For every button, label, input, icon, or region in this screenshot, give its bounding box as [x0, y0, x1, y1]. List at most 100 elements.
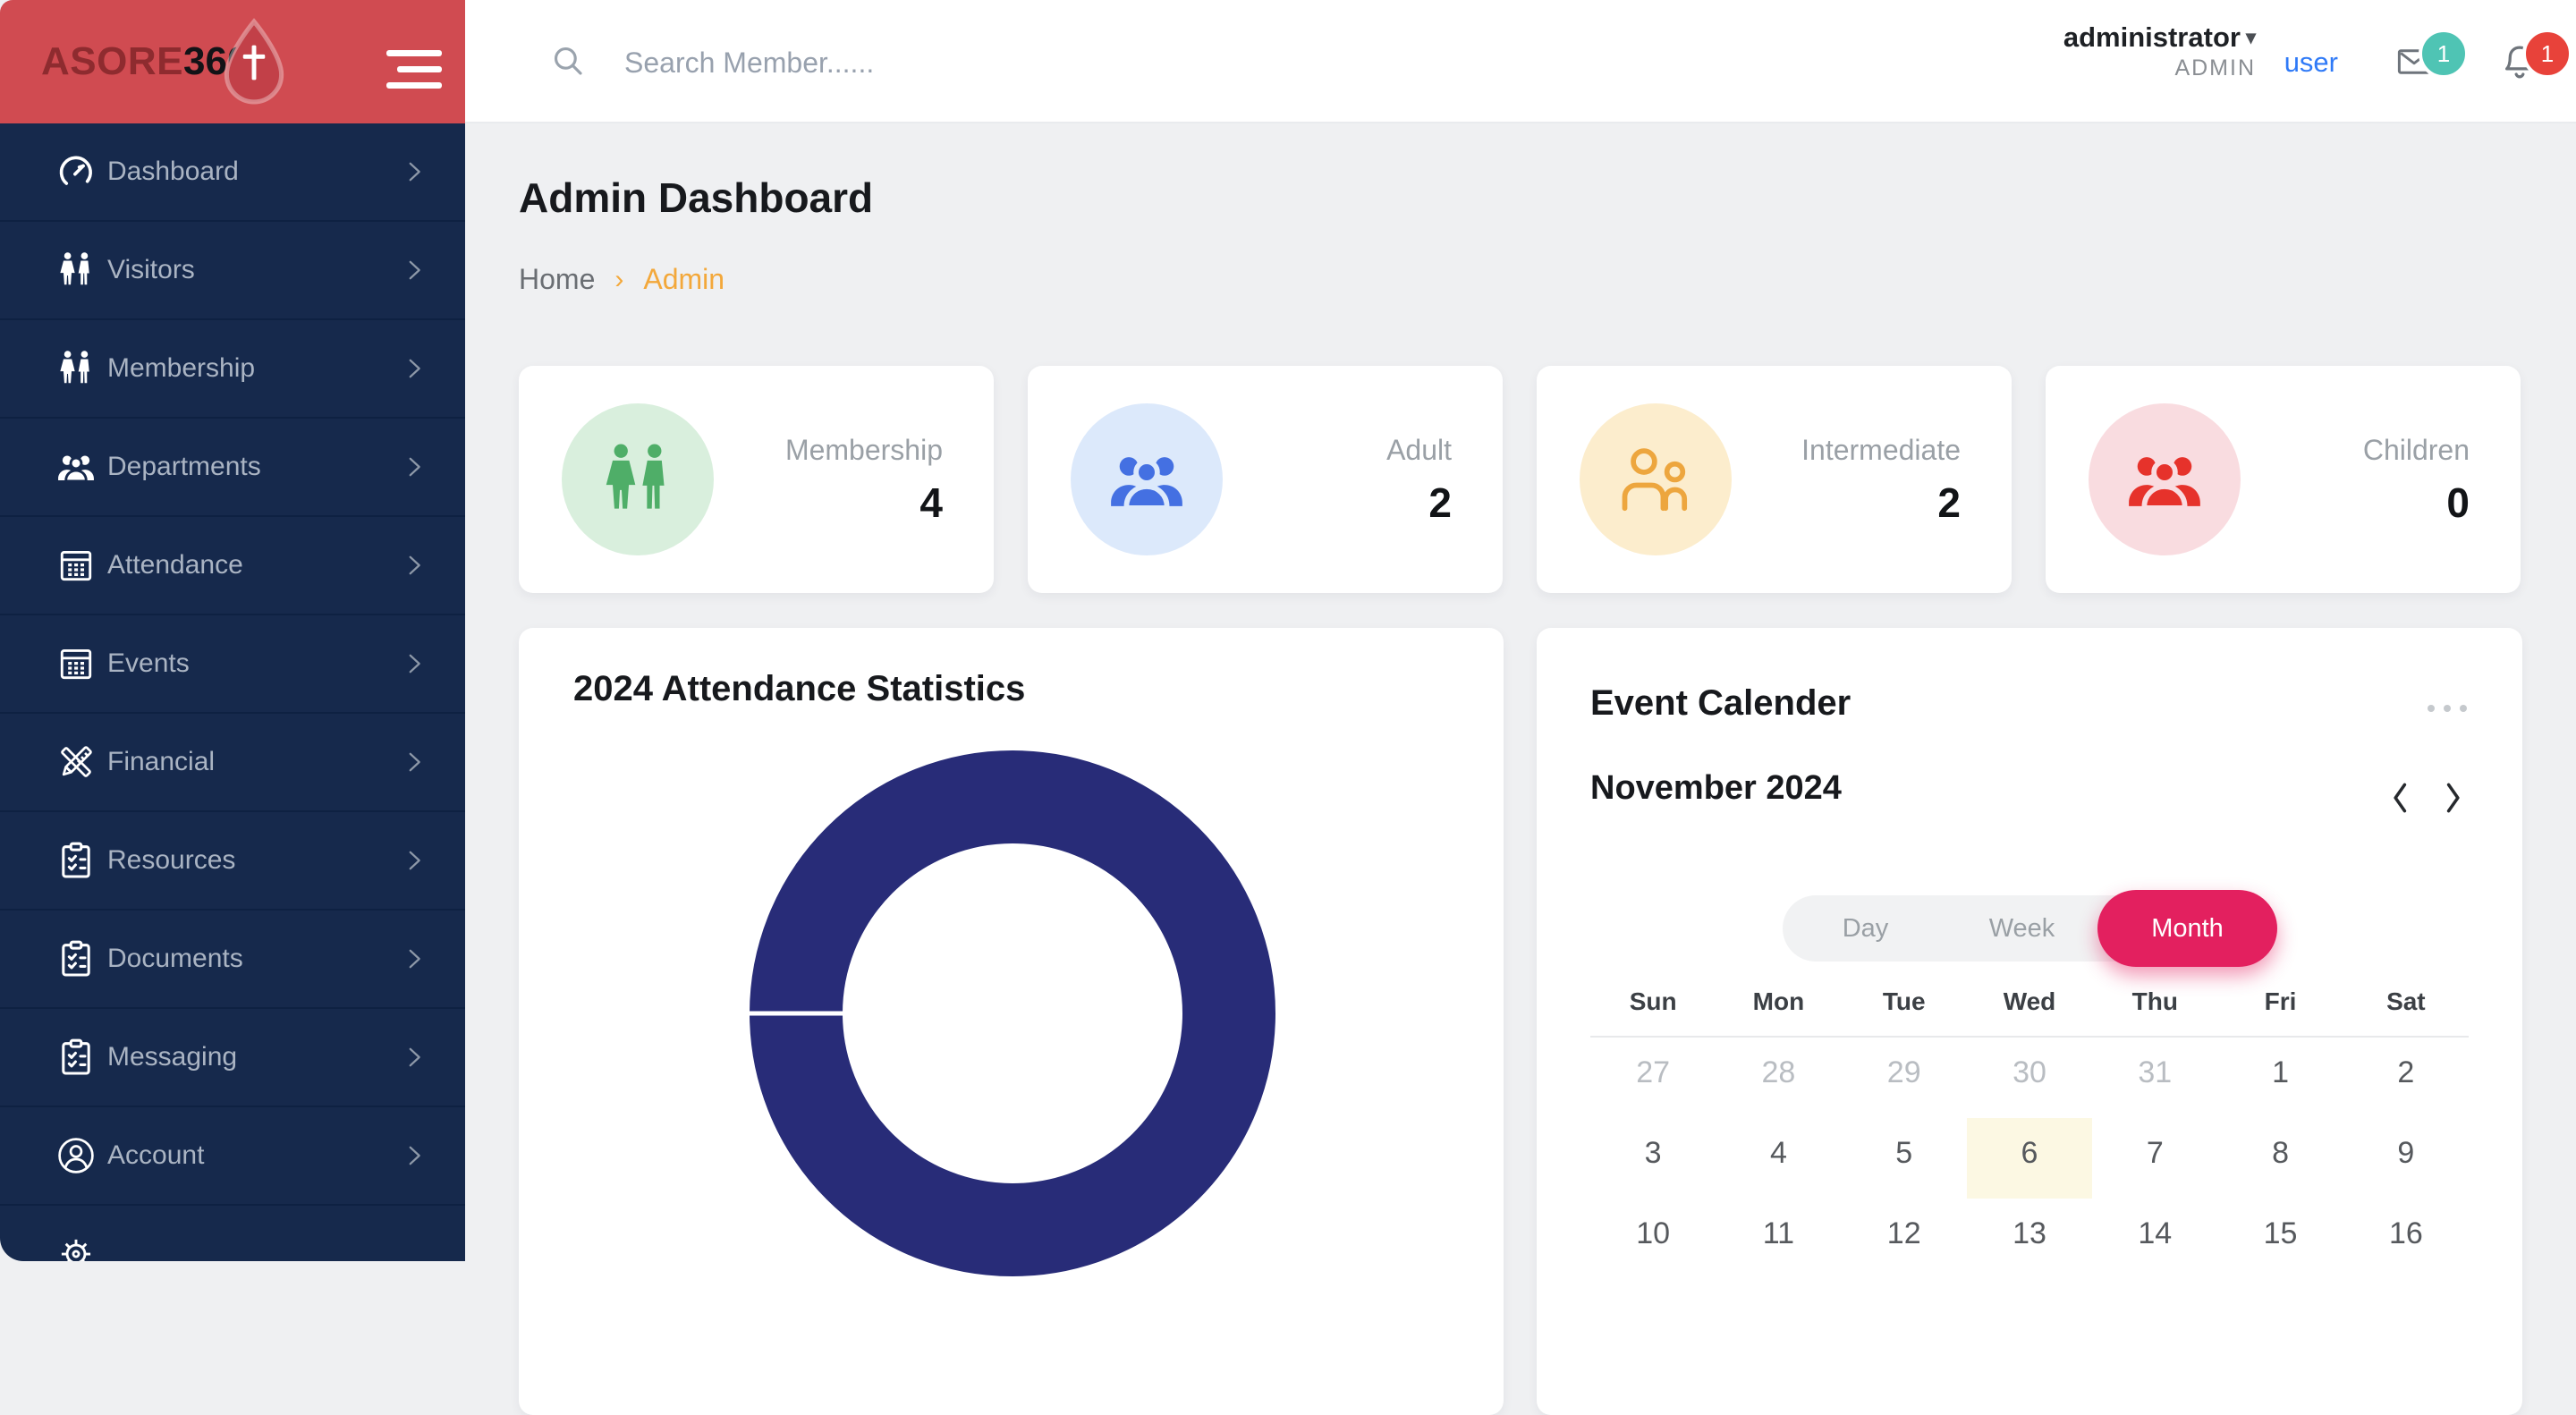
calendar-view-toggle: Day Week Month [1783, 890, 2277, 967]
calendar-day-cell[interactable]: 9 [2397, 1136, 2415, 1170]
calendar-day-cell[interactable]: 30 [2012, 1055, 2046, 1089]
sidebar-item-events[interactable]: Events [0, 615, 465, 714]
hamburger-menu-icon[interactable] [386, 50, 442, 91]
calendar-day-cell[interactable]: 13 [2012, 1216, 2046, 1250]
stat-value: 4 [919, 479, 943, 526]
stat-card-intermediate: Intermediate 2 [1537, 366, 2012, 593]
sidebar-item-resources[interactable]: Resources [0, 812, 465, 911]
clipboard-icon [55, 1037, 97, 1078]
sidebar-item-label: Documents [107, 944, 243, 973]
sidebar-item-settings[interactable] [0, 1206, 465, 1261]
sidebar-item-attendance[interactable]: Attendance [0, 517, 465, 615]
calendar-day-cell[interactable]: 1 [2272, 1055, 2290, 1089]
sidebar-item-label: Resources [107, 845, 236, 875]
chevron-right-icon [399, 845, 429, 876]
calendar-view-day-button[interactable]: Day [1842, 914, 1889, 943]
sidebar-item-messaging[interactable]: Messaging [0, 1009, 465, 1107]
stat-label: Membership [784, 434, 943, 466]
weekday-label: Mon [1752, 987, 1805, 1015]
logo-block: ASORE 360 [0, 0, 465, 123]
calendar-view-week-button[interactable]: Week [1988, 914, 2055, 943]
stat-value: 2 [1428, 479, 1452, 526]
cross-drop-icon [219, 18, 289, 106]
chevron-right-icon [399, 157, 429, 187]
calendar-day-cell[interactable]: 15 [2263, 1216, 2298, 1250]
calendar-day-cell[interactable]: 3 [1644, 1136, 1662, 1170]
chevron-right-icon [399, 452, 429, 482]
calendar-grid-icon [55, 643, 97, 684]
topbar: administrator▾ ADMIN user 1 1 [465, 0, 2576, 123]
sidebar-item-dashboard[interactable]: Dashboard [0, 123, 465, 222]
calendar-day-cell-today[interactable]: 6 [1966, 1118, 2093, 1199]
sidebar-item-documents[interactable]: Documents [0, 911, 465, 1009]
calendar-day-cell[interactable]: 11 [1762, 1216, 1795, 1250]
sidebar-item-label: Messaging [107, 1042, 238, 1072]
attendance-donut-chart [744, 750, 1275, 1276]
calendar-day-cell[interactable]: 5 [1895, 1136, 1913, 1170]
sidebar-item-label: Events [107, 648, 190, 678]
stat-label: Children [2362, 434, 2470, 466]
sidebar-item-label: Attendance [107, 550, 243, 580]
chevron-right-icon [399, 353, 429, 384]
calendar-weekday-header: Sun Mon Tue Wed Thu Fri Sat [1590, 987, 2469, 1016]
attendance-statistics-card: 2024 Attendance Statistics [519, 628, 1504, 1415]
ellipsis-menu-icon[interactable] [2428, 705, 2467, 712]
calendar-day-cell[interactable]: 7 [2146, 1136, 2164, 1170]
calendar-day-cell[interactable]: 10 [1636, 1216, 1671, 1250]
members-icon [562, 403, 714, 555]
calendar-day-cell[interactable]: 16 [2388, 1216, 2423, 1250]
chevron-right-icon [399, 550, 429, 580]
calendar-day-cell[interactable]: 14 [2138, 1216, 2173, 1250]
calendar-prev-button[interactable] [2385, 778, 2417, 818]
calendar-day-cell[interactable]: 2 [2397, 1055, 2415, 1089]
user-link[interactable]: user [2284, 47, 2338, 78]
mail-button[interactable]: 1 [2392, 29, 2469, 85]
sidebar-item-label: Departments [107, 452, 261, 481]
bell-icon [2499, 46, 2540, 89]
calendar-day-cell[interactable]: 28 [1761, 1055, 1796, 1089]
people-icon [55, 348, 97, 389]
calendar-day-cell[interactable]: 27 [1636, 1055, 1671, 1089]
brand-logo: ASORE 360 [41, 0, 249, 123]
chevron-right-icon [399, 1042, 429, 1072]
calendar-view-month-button[interactable]: Month [2097, 890, 2277, 967]
weekday-label: Wed [2003, 987, 2056, 1015]
calendar-day-cell[interactable]: 4 [1769, 1136, 1787, 1170]
sidebar-item-financial[interactable]: Financial [0, 714, 465, 812]
calendar-next-button[interactable] [2436, 778, 2469, 818]
clipboard-icon [55, 840, 97, 881]
calendar-day-cell[interactable]: 29 [1886, 1055, 1921, 1089]
clipboard-icon [55, 938, 97, 979]
notifications-button[interactable]: 1 [2499, 29, 2572, 90]
sidebar-item-label: Dashboard [107, 157, 239, 186]
breadcrumb-current: Admin [643, 263, 725, 295]
calendar-day-cell[interactable]: 12 [1886, 1216, 1921, 1250]
gear-icon [55, 1233, 97, 1261]
group-icon [2089, 403, 2241, 555]
sidebar-item-departments[interactable]: Departments [0, 419, 465, 517]
sidebar-nav: Dashboard Visitors Membership Departments At… [0, 123, 465, 1261]
account-icon [55, 1135, 97, 1176]
group-icon [1071, 403, 1223, 555]
stat-value: 2 [1937, 479, 1961, 526]
people-outline-icon [1580, 403, 1732, 555]
brand-name-primary: ASORE [41, 39, 183, 83]
user-menu[interactable]: administrator ▾ ADMIN [2063, 21, 2256, 82]
weekday-label: Fri [2264, 987, 2297, 1015]
calendar-day-cell[interactable]: 31 [2138, 1055, 2173, 1089]
people-icon [55, 250, 97, 291]
calendar-month-label: November 2024 [1590, 769, 1842, 807]
search-input[interactable] [623, 39, 1395, 86]
sidebar-item-visitors[interactable]: Visitors [0, 222, 465, 320]
sidebar-item-membership[interactable]: Membership [0, 320, 465, 419]
calendar-day-cell[interactable]: 8 [2272, 1136, 2290, 1170]
sidebar-item-account[interactable]: Account [0, 1107, 465, 1206]
stat-label: Intermediate [1801, 434, 1961, 466]
user-role: ADMIN [2174, 55, 2256, 80]
stat-card-membership: Membership 4 [519, 366, 994, 593]
mail-badge: 1 [2419, 29, 2469, 79]
stat-value: 0 [2446, 479, 2470, 526]
weekday-label: Tue [1882, 987, 1926, 1015]
chevron-right-icon [399, 648, 429, 679]
breadcrumb-home-link[interactable]: Home [519, 263, 596, 295]
